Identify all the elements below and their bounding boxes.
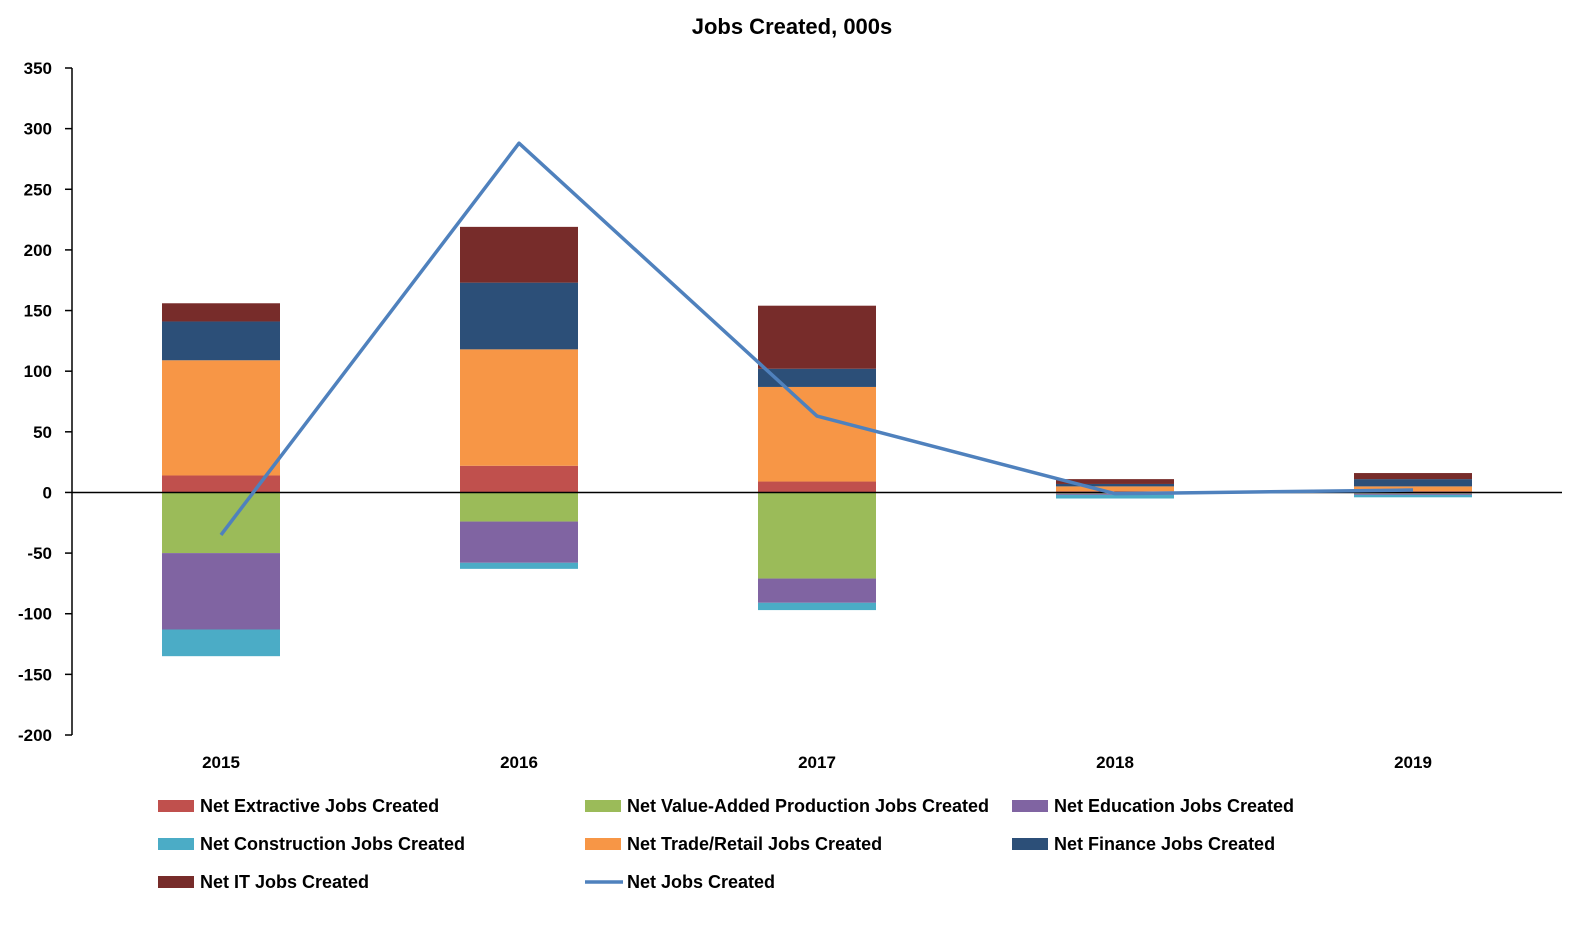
bar-segment — [162, 321, 280, 360]
x-category-label: 2017 — [798, 753, 836, 772]
bar-segment — [460, 466, 578, 493]
legend-label: Net Finance Jobs Created — [1054, 834, 1275, 854]
chart-title: Jobs Created, 000s — [692, 14, 893, 39]
x-category-label: 2016 — [500, 753, 538, 772]
bar-segment — [758, 492, 876, 578]
legend-swatch — [158, 838, 194, 850]
x-axis-categories: 2015 2016 2017 2018 2019 — [202, 753, 1432, 772]
bar-segment — [758, 482, 876, 493]
bar-segment — [758, 603, 876, 610]
legend-swatch — [585, 800, 621, 812]
legend-label: Net Trade/Retail Jobs Created — [627, 834, 882, 854]
bar-segment — [162, 360, 280, 475]
y-tick-label: 300 — [24, 120, 52, 139]
bar-segment — [1354, 473, 1472, 479]
x-category-label: 2015 — [202, 753, 240, 772]
bar-segment — [460, 349, 578, 465]
y-tick-label: 0 — [43, 483, 52, 502]
y-tick-label: -100 — [18, 605, 52, 624]
bar-segment — [162, 303, 280, 321]
legend-swatch — [158, 876, 194, 888]
bar-segment — [1056, 486, 1174, 491]
bar-segment — [460, 283, 578, 350]
bar-segment — [1056, 495, 1174, 499]
bar-segment — [162, 553, 280, 629]
legend-swatch — [1012, 838, 1048, 850]
legend-label: Net Construction Jobs Created — [200, 834, 465, 854]
legend-swatch — [1012, 800, 1048, 812]
y-axis: 350 300 250 200 150 100 50 0 -50 -100 -150 -200 — [18, 59, 72, 745]
bar-segment — [1354, 479, 1472, 486]
x-category-label: 2018 — [1096, 753, 1134, 772]
legend: Net Extractive Jobs Created Net Value-Add… — [158, 796, 1294, 892]
y-tick-label: 350 — [24, 59, 52, 78]
y-tick-label: 100 — [24, 362, 52, 381]
y-tick-label: -200 — [18, 726, 52, 745]
bar-segment — [460, 563, 578, 569]
bar-segment — [162, 492, 280, 553]
legend-swatch — [158, 800, 194, 812]
bar-segment — [460, 522, 578, 563]
legend-swatch — [585, 838, 621, 850]
y-tick-label: 150 — [24, 302, 52, 321]
legend-label: Net IT Jobs Created — [200, 872, 369, 892]
bar-segment — [460, 492, 578, 521]
legend-label: Net Education Jobs Created — [1054, 796, 1294, 816]
y-tick-label: 250 — [24, 180, 52, 199]
bar-segment — [1354, 495, 1472, 497]
bar-segment — [758, 306, 876, 369]
x-category-label: 2019 — [1394, 753, 1432, 772]
legend-label: Net Jobs Created — [627, 872, 775, 892]
bar-segment — [758, 579, 876, 603]
y-tick-label: -150 — [18, 665, 52, 684]
y-tick-label: -50 — [27, 544, 52, 563]
y-tick-label: 50 — [33, 423, 52, 442]
bar-segment — [162, 629, 280, 656]
legend-label: Net Value-Added Production Jobs Created — [627, 796, 989, 816]
bar-segment — [460, 227, 578, 283]
legend-label: Net Extractive Jobs Created — [200, 796, 439, 816]
y-tick-label: 200 — [24, 241, 52, 260]
stacked-bars — [162, 227, 1472, 656]
bar-segment — [758, 387, 876, 482]
bar-segment — [1354, 494, 1472, 495]
